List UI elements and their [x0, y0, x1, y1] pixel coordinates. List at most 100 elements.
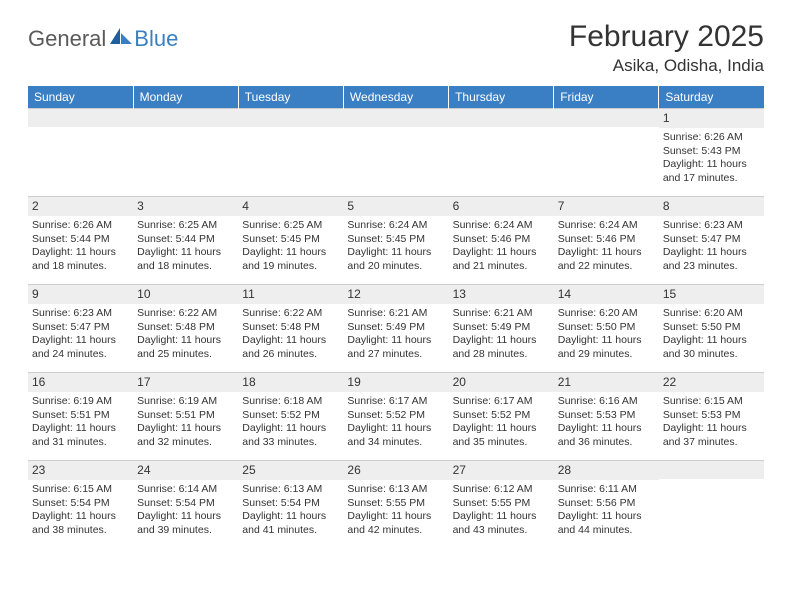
sunset-line: Sunset: 5:52 PM [242, 409, 339, 422]
daylight-line-2: and 21 minutes. [453, 260, 550, 273]
daylight-line-2: and 22 minutes. [558, 260, 655, 273]
day-cell: 19Sunrise: 6:17 AMSunset: 5:52 PMDayligh… [343, 373, 448, 461]
sunrise-line: Sunrise: 6:23 AM [32, 307, 129, 320]
daylight-line-2: and 24 minutes. [32, 348, 129, 361]
sunset-line: Sunset: 5:53 PM [663, 409, 760, 422]
sunset-line: Sunset: 5:54 PM [32, 497, 129, 510]
sunset-line: Sunset: 5:47 PM [663, 233, 760, 246]
sunrise-line: Sunrise: 6:13 AM [347, 483, 444, 496]
day-number: 12 [343, 285, 448, 304]
daylight-line-1: Daylight: 11 hours [663, 246, 760, 259]
empty-day-bar [659, 461, 764, 479]
day-cell [133, 109, 238, 197]
sunrise-line: Sunrise: 6:21 AM [453, 307, 550, 320]
daylight-line-1: Daylight: 11 hours [347, 334, 444, 347]
daylight-line-1: Daylight: 11 hours [663, 422, 760, 435]
day-number: 11 [238, 285, 343, 304]
sunset-line: Sunset: 5:46 PM [453, 233, 550, 246]
sunrise-line: Sunrise: 6:24 AM [453, 219, 550, 232]
sunset-line: Sunset: 5:56 PM [558, 497, 655, 510]
sunset-line: Sunset: 5:51 PM [32, 409, 129, 422]
daylight-line-2: and 18 minutes. [137, 260, 234, 273]
day-cell: 15Sunrise: 6:20 AMSunset: 5:50 PMDayligh… [659, 285, 764, 373]
month-title: February 2025 [569, 20, 764, 54]
logo-text-general: General [28, 26, 106, 52]
empty-day-bar [449, 109, 554, 127]
day-number: 8 [659, 197, 764, 216]
day-number: 21 [554, 373, 659, 392]
daylight-line-2: and 36 minutes. [558, 436, 655, 449]
week-row: 23Sunrise: 6:15 AMSunset: 5:54 PMDayligh… [28, 461, 764, 549]
day-number: 17 [133, 373, 238, 392]
day-number: 28 [554, 461, 659, 480]
week-row: 1Sunrise: 6:26 AMSunset: 5:43 PMDaylight… [28, 109, 764, 197]
daylight-line-2: and 30 minutes. [663, 348, 760, 361]
day-header-fri: Friday [554, 86, 659, 109]
sunset-line: Sunset: 5:52 PM [347, 409, 444, 422]
day-cell: 23Sunrise: 6:15 AMSunset: 5:54 PMDayligh… [28, 461, 133, 549]
day-cell: 11Sunrise: 6:22 AMSunset: 5:48 PMDayligh… [238, 285, 343, 373]
empty-day-bar [133, 109, 238, 127]
day-number: 13 [449, 285, 554, 304]
sunrise-line: Sunrise: 6:11 AM [558, 483, 655, 496]
daylight-line-2: and 35 minutes. [453, 436, 550, 449]
calendar-table: Sunday Monday Tuesday Wednesday Thursday… [28, 86, 764, 549]
daylight-line-1: Daylight: 11 hours [453, 334, 550, 347]
daylight-line-2: and 34 minutes. [347, 436, 444, 449]
day-number: 24 [133, 461, 238, 480]
sunset-line: Sunset: 5:45 PM [347, 233, 444, 246]
daylight-line-1: Daylight: 11 hours [558, 246, 655, 259]
sunrise-line: Sunrise: 6:16 AM [558, 395, 655, 408]
daylight-line-2: and 17 minutes. [663, 172, 760, 185]
day-cell: 26Sunrise: 6:13 AMSunset: 5:55 PMDayligh… [343, 461, 448, 549]
day-cell: 13Sunrise: 6:21 AMSunset: 5:49 PMDayligh… [449, 285, 554, 373]
sunset-line: Sunset: 5:45 PM [242, 233, 339, 246]
day-number: 25 [238, 461, 343, 480]
sunrise-line: Sunrise: 6:20 AM [558, 307, 655, 320]
day-cell: 9Sunrise: 6:23 AMSunset: 5:47 PMDaylight… [28, 285, 133, 373]
day-cell: 5Sunrise: 6:24 AMSunset: 5:45 PMDaylight… [343, 197, 448, 285]
sunrise-line: Sunrise: 6:12 AM [453, 483, 550, 496]
daylight-line-2: and 37 minutes. [663, 436, 760, 449]
day-number: 15 [659, 285, 764, 304]
sunrise-line: Sunrise: 6:22 AM [137, 307, 234, 320]
sunset-line: Sunset: 5:44 PM [137, 233, 234, 246]
day-cell: 18Sunrise: 6:18 AMSunset: 5:52 PMDayligh… [238, 373, 343, 461]
daylight-line-1: Daylight: 11 hours [32, 334, 129, 347]
sunset-line: Sunset: 5:46 PM [558, 233, 655, 246]
daylight-line-1: Daylight: 11 hours [347, 246, 444, 259]
daylight-line-1: Daylight: 11 hours [137, 246, 234, 259]
sunset-line: Sunset: 5:50 PM [558, 321, 655, 334]
daylight-line-2: and 43 minutes. [453, 524, 550, 537]
day-cell: 16Sunrise: 6:19 AMSunset: 5:51 PMDayligh… [28, 373, 133, 461]
sunrise-line: Sunrise: 6:17 AM [453, 395, 550, 408]
day-number: 26 [343, 461, 448, 480]
sunrise-line: Sunrise: 6:13 AM [242, 483, 339, 496]
day-cell: 22Sunrise: 6:15 AMSunset: 5:53 PMDayligh… [659, 373, 764, 461]
daylight-line-2: and 39 minutes. [137, 524, 234, 537]
daylight-line-1: Daylight: 11 hours [453, 510, 550, 523]
day-cell: 3Sunrise: 6:25 AMSunset: 5:44 PMDaylight… [133, 197, 238, 285]
day-number: 16 [28, 373, 133, 392]
sunset-line: Sunset: 5:50 PM [663, 321, 760, 334]
day-cell: 7Sunrise: 6:24 AMSunset: 5:46 PMDaylight… [554, 197, 659, 285]
sunset-line: Sunset: 5:48 PM [137, 321, 234, 334]
day-cell: 27Sunrise: 6:12 AMSunset: 5:55 PMDayligh… [449, 461, 554, 549]
day-header-tue: Tuesday [238, 86, 343, 109]
daylight-line-2: and 19 minutes. [242, 260, 339, 273]
day-cell: 21Sunrise: 6:16 AMSunset: 5:53 PMDayligh… [554, 373, 659, 461]
daylight-line-2: and 28 minutes. [453, 348, 550, 361]
day-cell: 14Sunrise: 6:20 AMSunset: 5:50 PMDayligh… [554, 285, 659, 373]
sunrise-line: Sunrise: 6:19 AM [32, 395, 129, 408]
day-number: 1 [659, 109, 764, 128]
sunrise-line: Sunrise: 6:14 AM [137, 483, 234, 496]
sunrise-line: Sunrise: 6:23 AM [663, 219, 760, 232]
logo-text-blue: Blue [134, 26, 178, 52]
sunset-line: Sunset: 5:55 PM [453, 497, 550, 510]
day-number: 7 [554, 197, 659, 216]
title-block: February 2025 Asika, Odisha, India [569, 20, 764, 76]
daylight-line-1: Daylight: 11 hours [32, 510, 129, 523]
sunset-line: Sunset: 5:54 PM [137, 497, 234, 510]
daylight-line-1: Daylight: 11 hours [137, 422, 234, 435]
day-cell: 4Sunrise: 6:25 AMSunset: 5:45 PMDaylight… [238, 197, 343, 285]
